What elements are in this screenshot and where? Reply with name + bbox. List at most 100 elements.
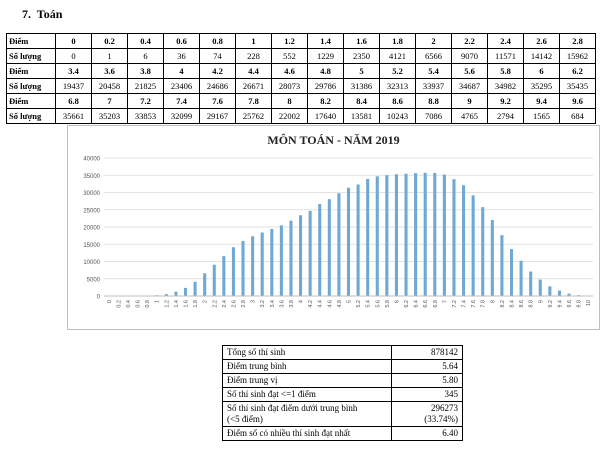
table-cell: 5.6 xyxy=(451,63,488,79)
table-cell: 25762 xyxy=(235,108,272,124)
stat-value: 5.64 xyxy=(391,359,463,374)
table-cell: 6 xyxy=(127,48,164,64)
table-cell: 2.4 xyxy=(487,33,524,49)
x-tick-label: 1.4 xyxy=(174,300,180,308)
histogram-bar xyxy=(557,290,561,296)
histogram-bar xyxy=(414,173,418,296)
x-tick-label: 7 xyxy=(442,300,448,303)
x-tick-label: 4.4 xyxy=(318,300,324,308)
histogram-bar xyxy=(270,228,274,296)
x-tick-label: 4.6 xyxy=(327,300,333,308)
table-cell: 5.2 xyxy=(379,63,416,79)
x-tick-label: 8.4 xyxy=(510,300,516,308)
y-tick-label: 20000 xyxy=(83,226,100,232)
table-cell: 8.6 xyxy=(379,93,416,109)
table-cell: 32099 xyxy=(163,108,200,124)
stat-label: Điểm số có nhiều thí sinh đạt nhất xyxy=(222,426,392,441)
y-tick-label: 35000 xyxy=(83,174,100,180)
table-cell: 6 xyxy=(523,63,560,79)
y-tick-label: 25000 xyxy=(83,208,100,214)
x-tick-label: 9.8 xyxy=(577,300,583,308)
table-cell: 2.6 xyxy=(523,33,560,49)
x-tick-label: 7.4 xyxy=(462,300,468,308)
x-tick-label: 6 xyxy=(394,300,400,303)
table-cell: 1.2 xyxy=(271,33,308,49)
x-tick-label: 2 xyxy=(203,300,209,303)
table-cell: 0 xyxy=(55,33,92,49)
histogram-bar xyxy=(299,215,303,296)
histogram-bar xyxy=(203,273,207,296)
histogram-bar xyxy=(509,249,514,296)
stats-row: Số thí sinh đạt <=1 điểm 345 xyxy=(222,387,463,402)
x-tick-label: 5.4 xyxy=(366,300,372,308)
row-label: Số lượng xyxy=(6,48,56,64)
stat-value: 6.40 xyxy=(391,426,463,441)
section-number: 7. xyxy=(22,7,31,21)
x-tick-label: 8.6 xyxy=(519,300,525,308)
table-cell: 32313 xyxy=(379,78,416,94)
x-tick-label: 1.6 xyxy=(184,300,190,308)
table-cell: 3.6 xyxy=(91,63,128,79)
row-label: Số lượng xyxy=(6,108,56,124)
histogram-bar xyxy=(212,264,216,296)
count-row: Số lượng 0 1 6 36 74 228 552 1229 2350 4121 6566 907… xyxy=(6,48,596,64)
table-cell: 1565 xyxy=(523,108,560,124)
x-tick-label: 7.6 xyxy=(471,300,477,308)
table-cell: 9070 xyxy=(451,48,488,64)
y-tick-label: 40000 xyxy=(83,157,100,163)
table-cell: 2 xyxy=(415,33,452,49)
x-tick-label: 9 xyxy=(538,300,544,303)
table-cell: 1.6 xyxy=(343,33,380,49)
histogram-bar xyxy=(289,220,293,296)
histogram-bar xyxy=(385,175,389,296)
table-cell: 14142 xyxy=(523,48,560,64)
chart-title: MÔN TOÁN - NĂM 2019 xyxy=(267,133,399,147)
stat-label: Tổng số thí sinh xyxy=(222,345,392,360)
y-tick-label: 15000 xyxy=(83,243,100,249)
score-row: Điểm 3.4 3.6 3.8 4 4.2 4.4 4.6 4.8 5 5.2 5.4 5.6 5.8 6… xyxy=(6,63,596,79)
table-cell: 5 xyxy=(343,63,380,79)
x-tick-label: 5.8 xyxy=(385,300,391,308)
table-cell: 11571 xyxy=(487,48,524,64)
table-cell: 2.8 xyxy=(559,33,596,49)
table-cell: 0.4 xyxy=(127,33,164,49)
table-cell: 1.8 xyxy=(379,33,416,49)
table-cell: 10243 xyxy=(379,108,416,124)
histogram-bar xyxy=(231,247,235,296)
score-row: Điểm 0 0.2 0.4 0.6 0.8 1 1.2 1.4 1.6 1.8 2 2.2 2.4 2.6… xyxy=(6,33,596,49)
histogram-bar xyxy=(222,256,226,296)
stat-value: 878142 xyxy=(391,345,463,360)
x-tick-label: 7.2 xyxy=(452,300,458,308)
table-cell: 9.6 xyxy=(559,93,596,109)
table-cell: 3.8 xyxy=(127,63,164,79)
table-cell: 2794 xyxy=(487,108,524,124)
table-cell: 5.8 xyxy=(487,63,524,79)
x-tick-label: 3.2 xyxy=(260,300,266,308)
x-tick-label: 0.2 xyxy=(116,300,122,308)
table-cell: 6.8 xyxy=(55,93,92,109)
table-cell: 7 xyxy=(91,93,128,109)
table-cell: 20458 xyxy=(91,78,128,94)
table-cell: 29786 xyxy=(307,78,344,94)
table-cell: 7.6 xyxy=(199,93,236,109)
y-tick-label: 30000 xyxy=(83,191,100,197)
summary-stats-table: Tổng số thí sinh 878142 Điểm trung bình 5.6… xyxy=(222,345,463,441)
histogram-bar xyxy=(260,232,264,296)
table-cell: 4 xyxy=(163,63,200,79)
histogram-bar xyxy=(567,293,571,296)
stats-row: Tổng số thí sinh 878142 xyxy=(222,345,463,360)
table-cell: 9 xyxy=(451,93,488,109)
histogram-bar xyxy=(519,260,523,296)
x-tick-label: 3.8 xyxy=(289,300,295,308)
score-distribution-table: Điểm 0 0.2 0.4 0.6 0.8 1 1.2 1.4 1.6 1.8 2 2.2 2.4 2.6… xyxy=(6,33,596,124)
table-cell: 8 xyxy=(271,93,308,109)
histogram-bar xyxy=(164,294,168,296)
table-cell: 0 xyxy=(55,48,92,64)
x-tick-label: 2.2 xyxy=(212,300,218,308)
histogram-bar xyxy=(529,271,533,296)
histogram-bar xyxy=(279,225,283,296)
histogram-bar xyxy=(490,220,494,296)
table-cell: 4.2 xyxy=(199,63,236,79)
table-cell: 0.6 xyxy=(163,33,200,49)
histogram-bar xyxy=(241,240,245,296)
